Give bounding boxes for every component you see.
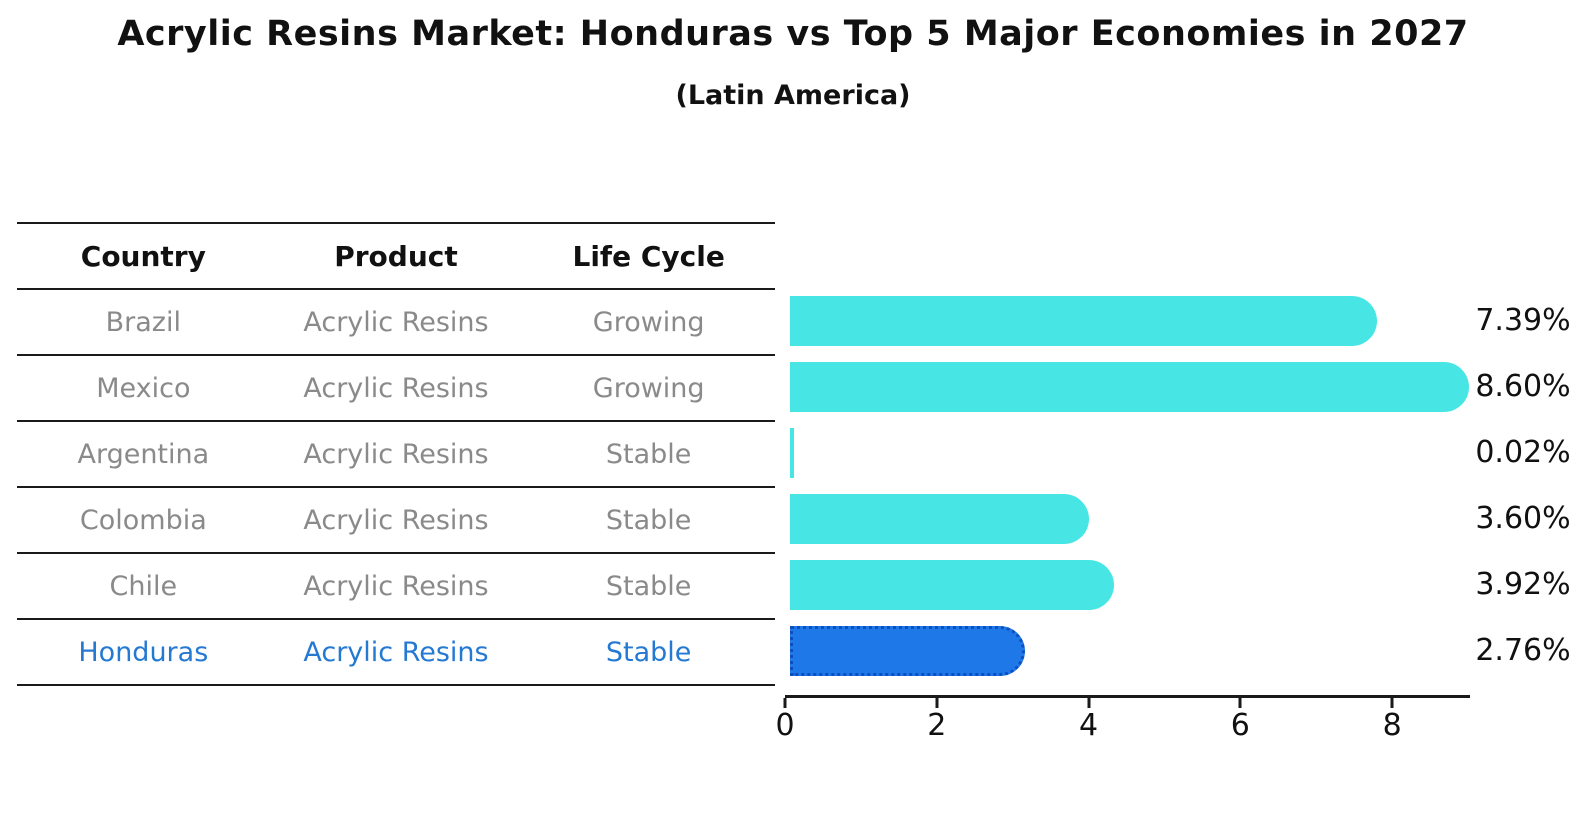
table-row-argentina: Argentina Acrylic Resins Stable <box>17 422 775 488</box>
cell-product: Acrylic Resins <box>303 306 489 338</box>
value-label-colombia: 3.60% <box>1475 501 1571 536</box>
table-header-row: Country Product Life Cycle <box>17 224 775 290</box>
cell-life-cycle: Stable <box>605 504 692 536</box>
bar-brazil <box>790 296 1377 346</box>
cell-product: Acrylic Resins <box>303 438 489 470</box>
column-header-product: Product <box>334 239 458 273</box>
bar-row-chile <box>790 552 1470 618</box>
x-tick-8 <box>1390 698 1394 708</box>
cell-product: Acrylic Resins <box>303 570 489 602</box>
table-row-brazil: Brazil Acrylic Resins Growing <box>17 290 775 356</box>
chart-subtitle: (Latin America) <box>675 80 911 111</box>
cell-country: Argentina <box>77 438 210 470</box>
column-header-country: Country <box>80 239 206 273</box>
bar-row-mexico <box>790 354 1470 420</box>
cell-country: Honduras <box>78 636 209 668</box>
chart-title: Acrylic Resins Market: Honduras vs Top 5… <box>117 14 1469 54</box>
table-row-mexico: Mexico Acrylic Resins Growing <box>17 356 775 422</box>
cell-country: Brazil <box>105 306 181 338</box>
bar-row-argentina <box>790 420 1470 486</box>
value-label-brazil: 7.39% <box>1475 303 1571 338</box>
table-body: Brazil Acrylic Resins Growing Mexico Acrylic… <box>17 290 775 686</box>
x-axis-line <box>785 695 1470 698</box>
x-tick-label-8: 8 <box>1382 708 1402 743</box>
value-label-honduras: 2.76% <box>1475 633 1571 668</box>
cell-life-cycle: Stable <box>605 438 692 470</box>
bar-colombia <box>790 494 1090 544</box>
cell-life-cycle: Stable <box>605 636 692 668</box>
cell-product: Acrylic Resins <box>303 636 489 668</box>
cell-country: Colombia <box>79 504 207 536</box>
bar-honduras <box>790 626 1026 676</box>
x-tick-label-6: 6 <box>1230 708 1250 743</box>
bar-mexico <box>790 362 1469 412</box>
bar-row-honduras <box>790 618 1470 684</box>
value-label-mexico: 8.60% <box>1475 369 1571 404</box>
country-table: Country Product Life Cycle Brazil Acrylic… <box>17 222 775 686</box>
cell-life-cycle: Growing <box>592 372 705 404</box>
table-row-chile: Chile Acrylic Resins Stable <box>17 554 775 620</box>
cell-product: Acrylic Resins <box>303 504 489 536</box>
column-header-life-cycle: Life Cycle <box>572 239 725 273</box>
x-tick-label-4: 4 <box>1079 708 1099 743</box>
bar-plot-area <box>790 288 1470 684</box>
table-row-colombia: Colombia Acrylic Resins Stable <box>17 488 775 554</box>
bar-chile <box>790 560 1114 610</box>
bar-row-brazil <box>790 288 1470 354</box>
cell-product: Acrylic Resins <box>303 372 489 404</box>
bar-row-colombia <box>790 486 1470 552</box>
cell-life-cycle: Stable <box>605 570 692 602</box>
x-tick-6 <box>1238 698 1242 708</box>
cell-life-cycle: Growing <box>592 306 705 338</box>
x-tick-4 <box>1087 698 1091 708</box>
value-label-chile: 3.92% <box>1475 567 1571 602</box>
value-label-argentina: 0.02% <box>1475 435 1571 470</box>
table-row-honduras: Honduras Acrylic Resins Stable <box>17 620 775 686</box>
x-tick-label-0: 0 <box>775 708 795 743</box>
x-tick-label-2: 2 <box>927 708 947 743</box>
bar-argentina <box>790 428 794 478</box>
cell-country: Mexico <box>96 372 191 404</box>
cell-country: Chile <box>109 570 178 602</box>
x-tick-0 <box>783 698 787 708</box>
x-tick-2 <box>935 698 939 708</box>
